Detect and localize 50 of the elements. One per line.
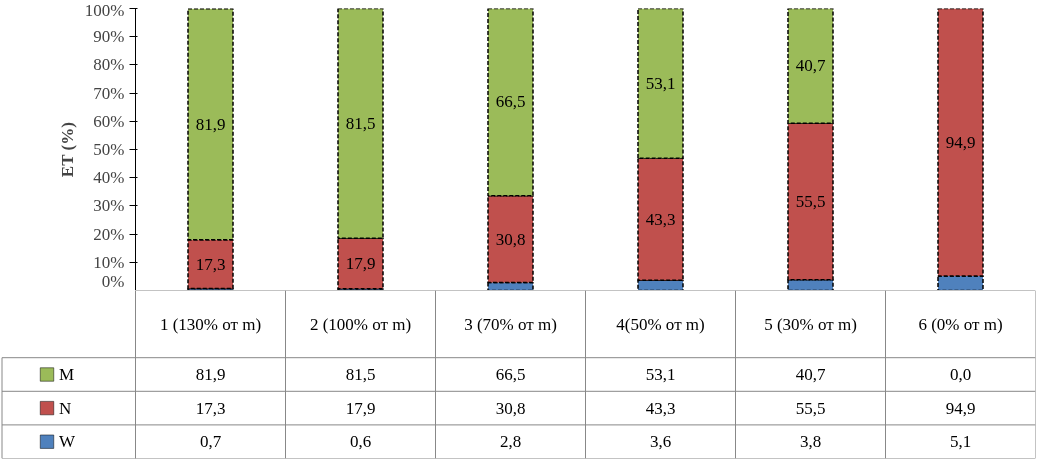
text: 81,9 — [195, 114, 226, 134]
data-label: 2,8 — [499, 432, 522, 452]
data-label: 17,9 — [345, 398, 376, 418]
data-label: 55,5 — [795, 398, 826, 418]
data-label: 43,3 — [645, 398, 676, 418]
data-label: 81,9 — [195, 365, 226, 384]
data-label: 66,5 — [495, 365, 526, 384]
text: 17,3 — [195, 254, 226, 274]
data-label: 0,7 — [199, 432, 222, 452]
data-label: 3,8 — [799, 432, 822, 452]
y-tick-label: 40% — [93, 168, 125, 188]
data-label: 53,1 — [645, 365, 676, 384]
y-tick-label: 0% — [101, 271, 125, 291]
text: 55,5 — [795, 192, 826, 212]
x-tick-label: 5 (30% от m) — [764, 314, 857, 334]
data-label: 5,1 — [949, 432, 972, 452]
data-label: 3,6 — [649, 432, 672, 452]
text: 81,5 — [345, 113, 376, 133]
text: 40,7 — [795, 56, 826, 76]
y-tick-label: 20% — [93, 224, 125, 244]
x-tick-label: 2 (100% от m) — [309, 314, 412, 334]
x-tick-label: 6 (0% от m) — [918, 314, 1003, 334]
y-tick-label: 50% — [93, 140, 125, 159]
text: 30,8 — [495, 229, 526, 249]
y-tick-label: 70% — [93, 83, 125, 103]
text: 17,9 — [345, 254, 376, 274]
data-label: 0,0 — [949, 365, 972, 384]
y-tick-label: 60% — [93, 111, 125, 131]
legend-label: W — [59, 432, 76, 452]
x-tick-label: 3 (70% от m) — [464, 314, 557, 334]
text: 43,3 — [645, 209, 676, 229]
y-axis-title: ET (%) — [57, 122, 77, 178]
y-tick-label: 80% — [93, 55, 125, 75]
legend-label: N — [59, 398, 72, 418]
y-tick-label: 10% — [93, 252, 125, 272]
y-tick-label: 30% — [93, 196, 125, 216]
data-label: 94,9 — [945, 398, 976, 418]
x-tick-label: 4(50% от m) — [616, 314, 705, 334]
data-label: 0,6 — [349, 432, 372, 452]
data-label: 40,7 — [795, 365, 826, 384]
data-label: 30,8 — [495, 398, 526, 418]
y-tick-label: 90% — [93, 27, 125, 47]
x-tick-label: 1 (130% от m) — [159, 314, 262, 334]
y-tick-label: 100% — [84, 0, 125, 20]
text: 94,9 — [945, 132, 976, 152]
legend-label: M — [59, 365, 75, 384]
text: 66,5 — [495, 92, 526, 112]
text: 53,1 — [645, 73, 676, 93]
data-label: 17,3 — [195, 398, 226, 418]
data-label: 81,5 — [345, 365, 376, 384]
